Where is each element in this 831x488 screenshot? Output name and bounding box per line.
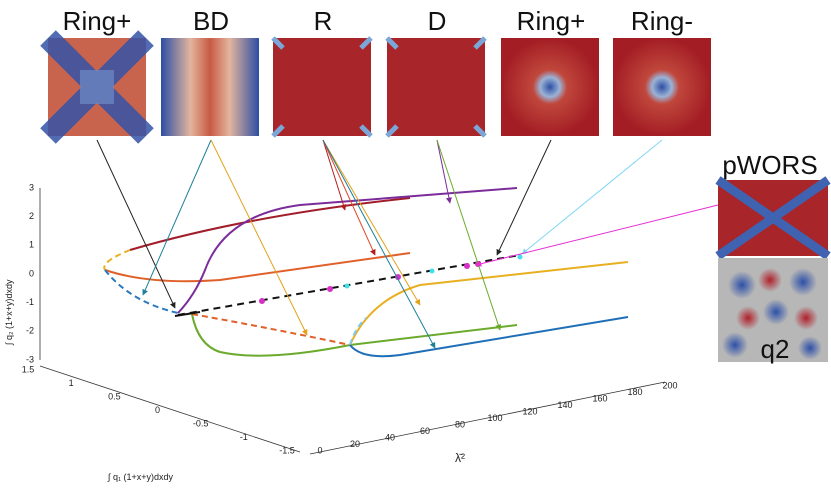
- tick-label: 180: [627, 387, 642, 397]
- axis-label: ∫ q₂ (1+x+y)dxdy: [4, 279, 14, 346]
- panel-title: Ring+: [63, 6, 132, 36]
- thumbnail: [161, 38, 259, 136]
- thumbnail: [40, 30, 154, 144]
- branch: [103, 249, 131, 271]
- tick-label: 60: [420, 426, 430, 436]
- panel-title: R: [314, 6, 333, 36]
- arrow: [210, 139, 308, 336]
- branch: [129, 197, 411, 251]
- tick-label: 120: [522, 406, 537, 416]
- point: [464, 263, 470, 269]
- tick-label: 100: [487, 413, 502, 423]
- arrow: [436, 139, 502, 331]
- thumbnail: [613, 38, 711, 136]
- panel-title: Ring-: [631, 6, 693, 36]
- tick-label: 0.5: [108, 391, 121, 401]
- panel-title: BD: [193, 6, 229, 36]
- points: [259, 254, 523, 304]
- curves: [103, 187, 629, 358]
- axis-label: λ̄²: [455, 451, 465, 465]
- branch: [191, 313, 518, 357]
- tick-label: 2: [29, 211, 34, 221]
- thumbnail: [718, 258, 828, 362]
- tick-label: 3: [29, 182, 34, 192]
- arrow: [96, 139, 176, 309]
- tick-label: 0: [29, 268, 34, 278]
- tick-label: 20: [350, 439, 360, 449]
- axes: [39, 188, 666, 455]
- point: [429, 268, 435, 274]
- panel-title: q2: [761, 334, 790, 364]
- arrow: [322, 139, 436, 349]
- tick-label: 0: [317, 445, 322, 455]
- tick-label: 140: [557, 400, 572, 410]
- axis-label: ∫ q₁ (1+x+y)dxdy: [107, 472, 174, 482]
- point: [517, 254, 523, 260]
- arrow: [322, 139, 347, 211]
- panel-title: D: [428, 6, 447, 36]
- tick-label: 40: [385, 432, 395, 442]
- thumbnail: [271, 36, 373, 138]
- axis-line: [39, 365, 301, 453]
- panel-title: pWORS: [722, 150, 817, 180]
- panel-title: Ring+: [517, 6, 586, 36]
- branch: [349, 316, 629, 358]
- arrow: [496, 139, 552, 256]
- thumbnail: [501, 38, 599, 136]
- tick-label: -1: [240, 432, 248, 442]
- branch: [177, 187, 518, 314]
- ticks: 3 2 1 0 -1 -2 -31.5 1 0.5 0 -0.5 -1 -1.5 0 20 40 60 80 100…: [22, 182, 678, 455]
- tick-label: -3: [26, 354, 34, 364]
- point: [259, 298, 265, 304]
- tick-label: -1.5: [279, 445, 295, 455]
- branch: [349, 261, 629, 346]
- tick-label: 0: [155, 405, 160, 415]
- arrow: [521, 139, 663, 255]
- arrows: [96, 139, 719, 349]
- tick-label: 160: [592, 393, 607, 403]
- arrow: [475, 204, 719, 267]
- branch: [349, 317, 367, 346]
- branch: [104, 269, 179, 314]
- arrow: [322, 139, 421, 306]
- arrow: [142, 139, 212, 296]
- tick-label: 1: [69, 378, 74, 388]
- tick-label: 1: [29, 240, 34, 250]
- axis-line: [309, 381, 666, 455]
- arrow: [322, 139, 376, 256]
- point: [327, 286, 333, 292]
- branch: [174, 311, 201, 317]
- point: [344, 283, 350, 289]
- branch: [104, 252, 411, 283]
- tick-label: -2: [26, 326, 34, 336]
- tick-label: -1: [26, 297, 34, 307]
- tick-label: 80: [455, 419, 465, 429]
- branch: [191, 313, 351, 346]
- thumbnail: [385, 36, 487, 138]
- arrow: [436, 139, 452, 204]
- tick-label: -0.5: [193, 418, 209, 428]
- tick-label: 200: [662, 380, 677, 390]
- tick-label: 1.5: [22, 364, 35, 374]
- thumbnail: [715, 176, 831, 260]
